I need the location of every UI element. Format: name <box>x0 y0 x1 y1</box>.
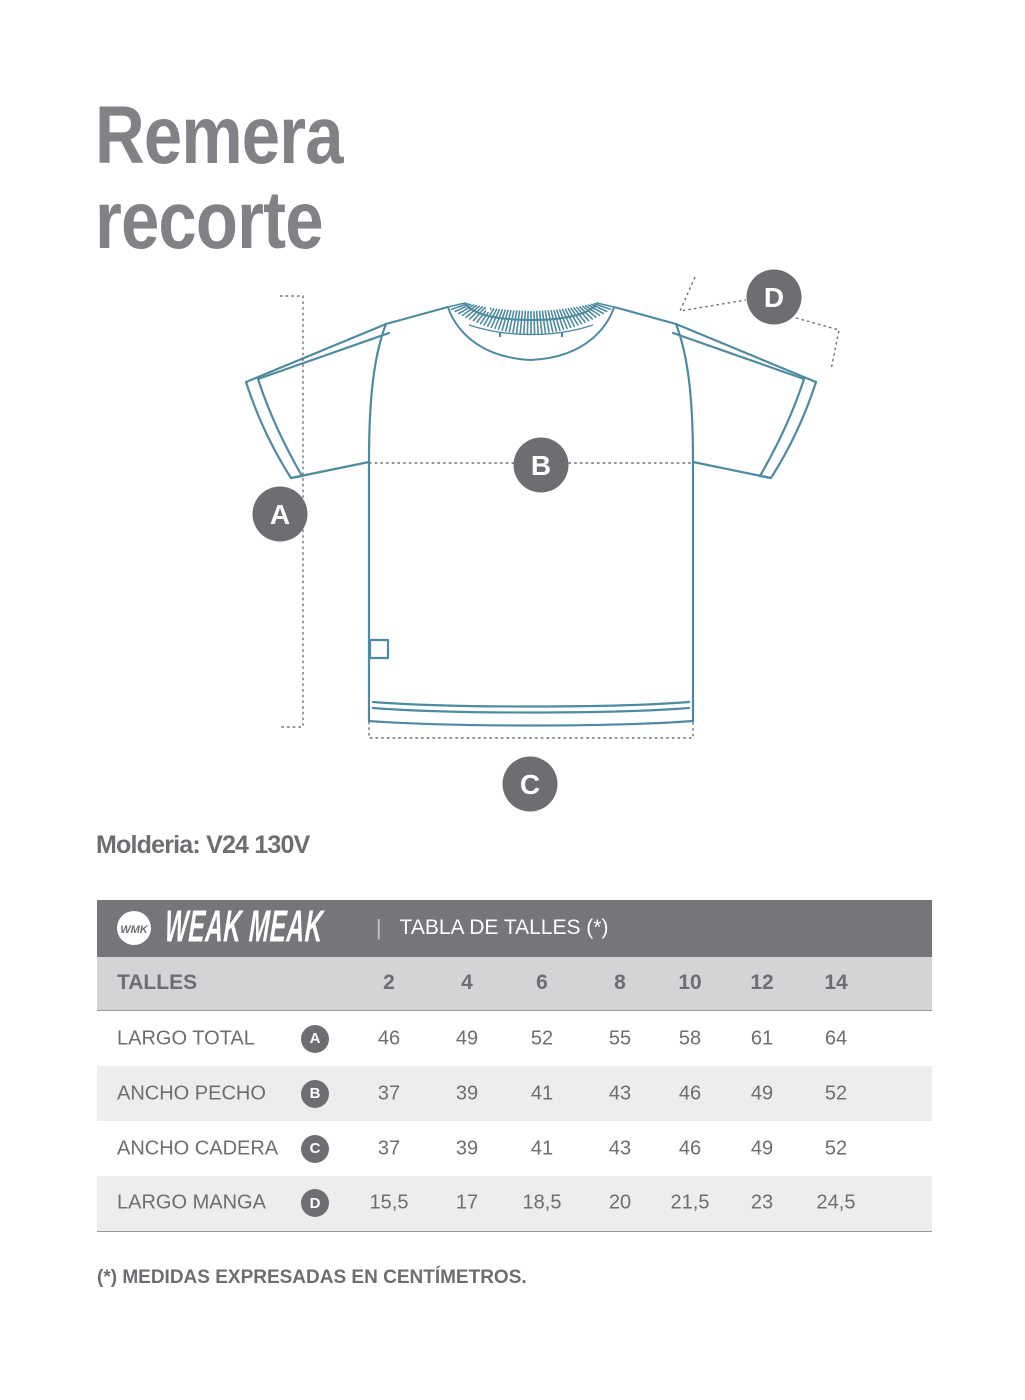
svg-text:B: B <box>531 450 551 481</box>
svg-text:D: D <box>764 282 784 313</box>
svg-text:WMK: WMK <box>120 924 149 936</box>
svg-text:A: A <box>270 499 290 530</box>
svg-text:C: C <box>520 769 540 800</box>
